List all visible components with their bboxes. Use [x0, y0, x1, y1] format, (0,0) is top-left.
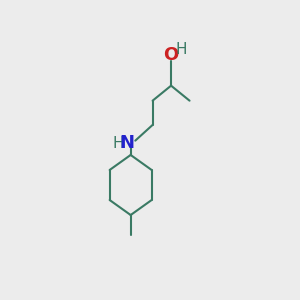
Text: O: O: [164, 46, 179, 64]
Text: H: H: [112, 136, 124, 151]
Text: N: N: [119, 134, 134, 152]
Text: H: H: [176, 42, 187, 57]
